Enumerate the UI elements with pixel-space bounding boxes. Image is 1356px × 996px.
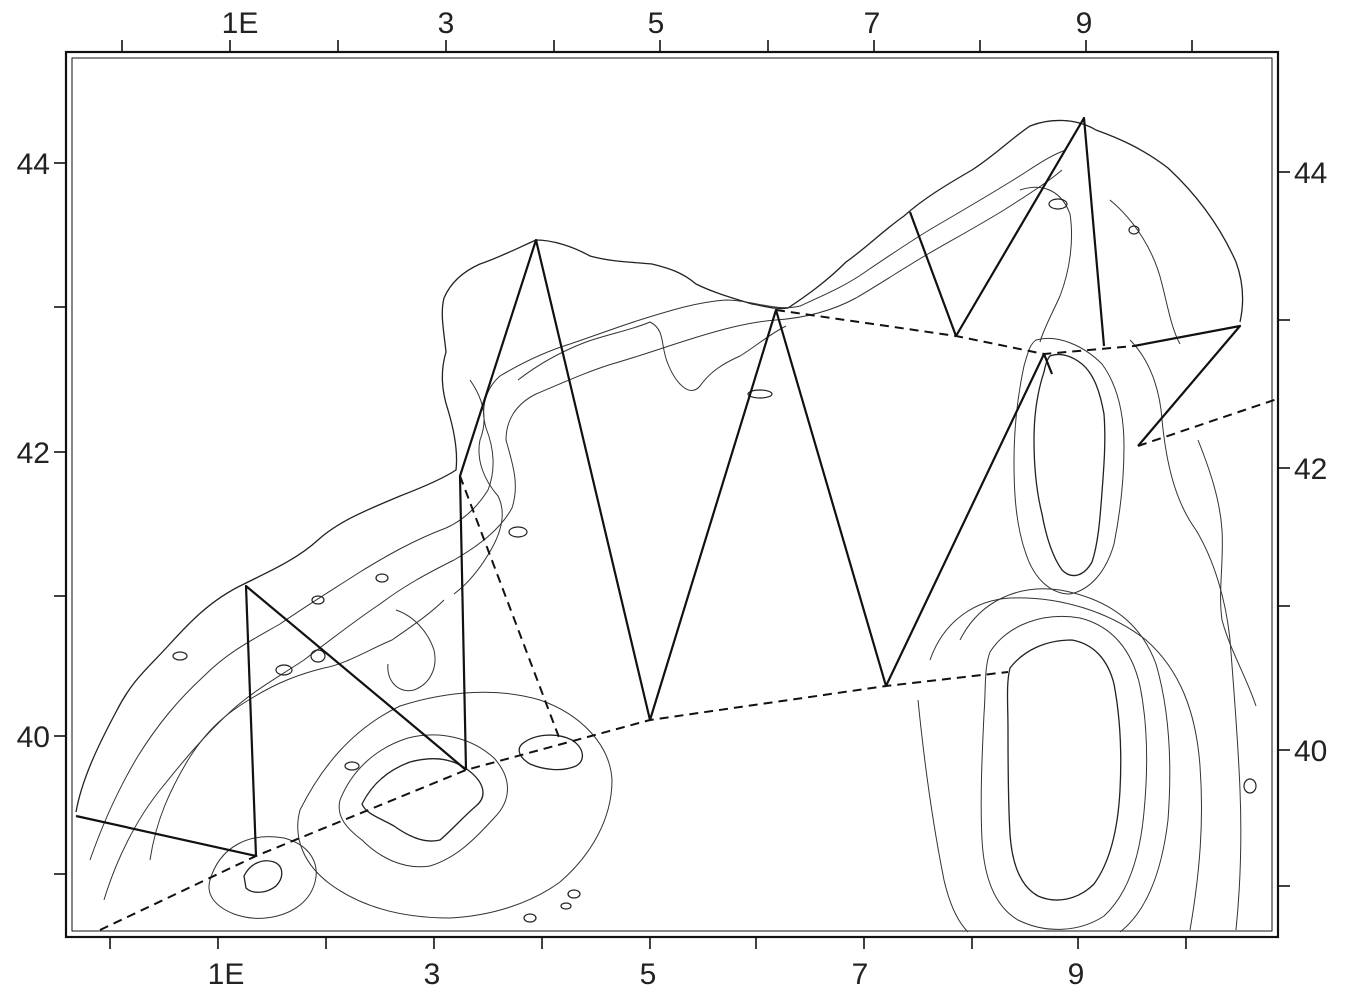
bottom-lon-label: 5	[640, 958, 657, 991]
top-lon-label: 3	[438, 7, 455, 40]
bottom-lon-label: 1E	[208, 958, 245, 991]
mallorca-shelf	[338, 734, 508, 868]
seamount	[560, 902, 572, 910]
sardinia-shelf	[980, 616, 1148, 930]
map-frame	[64, 50, 1280, 939]
seamount	[310, 649, 326, 663]
seamount	[172, 651, 188, 661]
sardinia-outer-contour	[929, 597, 1203, 931]
seamount	[275, 664, 293, 676]
top-ticks	[121, 40, 1193, 52]
bottom-lon-label: 9	[1068, 958, 1085, 991]
mallorca-coastline	[361, 758, 484, 842]
ship-track-dashed	[775, 309, 1135, 356]
seamount	[344, 761, 360, 771]
ibiza-shelf	[208, 836, 317, 919]
depth-contour	[1197, 439, 1257, 707]
ship-track-dashed	[1137, 397, 1281, 447]
seamount	[508, 526, 528, 538]
seamount	[311, 595, 325, 605]
corsica-coastline	[1033, 353, 1106, 577]
ship-track-solid	[908, 116, 1106, 347]
top-lon-label: 7	[864, 7, 881, 40]
ship-track-dashed	[99, 671, 1009, 931]
depth-contour	[387, 609, 436, 692]
right-lat-label: 40	[1294, 735, 1327, 768]
seamount	[1243, 778, 1257, 794]
depth-contour	[453, 379, 503, 595]
bottom-lon-label: 3	[424, 958, 441, 991]
ship-track-solid	[75, 584, 467, 858]
right-lat-label: 44	[1294, 157, 1327, 190]
top-lon-label: 5	[648, 7, 665, 40]
menorca-coastline	[518, 734, 583, 771]
top-lon-labels: 1E 3 5 7 9	[222, 7, 1093, 40]
seamount	[375, 573, 389, 583]
left-lat-labels: 44 42 40	[17, 148, 50, 754]
seamount	[1048, 198, 1068, 210]
depth-contour	[1019, 186, 1072, 343]
balearic-shelf	[297, 691, 613, 919]
right-lat-label: 42	[1294, 453, 1327, 486]
seamount	[567, 889, 581, 899]
corsica-shelf	[1013, 338, 1125, 595]
sardinia-outer-contour	[959, 588, 1171, 933]
left-lat-label: 42	[17, 437, 50, 470]
map-frame-inner	[71, 57, 1273, 932]
bottom-ticks	[109, 937, 1187, 949]
depth-contour	[89, 149, 1067, 861]
sardinia-outer-contour	[917, 699, 969, 933]
seamount	[747, 389, 773, 399]
ship-track-solid	[1133, 324, 1242, 447]
depth-contour	[1129, 339, 1242, 931]
sardinia-coastline	[1006, 639, 1122, 901]
right-lat-labels: 44 42 40	[1294, 157, 1327, 768]
bottom-lon-label: 7	[852, 958, 869, 991]
mainland-coastline	[75, 119, 1244, 813]
ibiza-coastline	[243, 860, 283, 893]
left-lat-label: 40	[17, 721, 50, 754]
depth-contour	[1109, 199, 1181, 345]
depth-contour	[517, 321, 787, 391]
top-lon-label: 9	[1076, 7, 1093, 40]
left-ticks	[54, 162, 66, 875]
right-ticks	[1278, 171, 1290, 887]
top-lon-label: 1E	[222, 7, 259, 40]
bottom-lon-labels: 1E 3 5 7 9	[208, 958, 1085, 991]
seamount	[523, 913, 537, 923]
depth-contour	[103, 169, 1063, 901]
ship-track-dashed	[459, 475, 561, 741]
depth-contour	[149, 599, 445, 861]
ship-track-solid	[458, 238, 1054, 771]
left-lat-label: 44	[17, 148, 50, 181]
seamount	[1128, 225, 1140, 235]
